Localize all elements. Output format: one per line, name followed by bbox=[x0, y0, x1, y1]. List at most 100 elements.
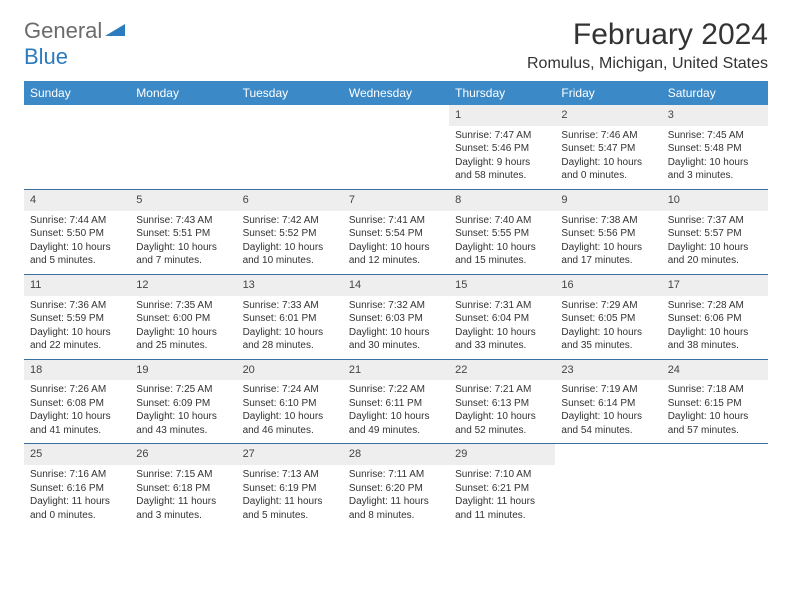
sunset-text: Sunset: 6:10 PM bbox=[243, 397, 337, 411]
weekday-col: Sunday bbox=[24, 81, 130, 105]
day-cell: 29Sunrise: 7:10 AMSunset: 6:21 PMDayligh… bbox=[449, 444, 555, 528]
day-details: Sunrise: 7:10 AMSunset: 6:21 PMDaylight:… bbox=[449, 465, 555, 528]
sunset-text: Sunset: 5:52 PM bbox=[243, 227, 337, 241]
day-cell bbox=[555, 444, 661, 528]
sunset-text: Sunset: 6:15 PM bbox=[668, 397, 762, 411]
sunset-text: Sunset: 5:47 PM bbox=[561, 142, 655, 156]
daylight-text: Daylight: 10 hours and 22 minutes. bbox=[30, 326, 124, 353]
sunset-text: Sunset: 5:54 PM bbox=[349, 227, 443, 241]
sunset-text: Sunset: 6:21 PM bbox=[455, 482, 549, 496]
day-details: Sunrise: 7:29 AMSunset: 6:05 PMDaylight:… bbox=[555, 296, 661, 359]
daylight-text: Daylight: 10 hours and 41 minutes. bbox=[30, 410, 124, 437]
day-cell: 27Sunrise: 7:13 AMSunset: 6:19 PMDayligh… bbox=[237, 444, 343, 528]
daylight-text: Daylight: 10 hours and 7 minutes. bbox=[136, 241, 230, 268]
week-row: 25Sunrise: 7:16 AMSunset: 6:16 PMDayligh… bbox=[24, 444, 768, 528]
day-cell: 25Sunrise: 7:16 AMSunset: 6:16 PMDayligh… bbox=[24, 444, 130, 528]
daylight-text: Daylight: 10 hours and 38 minutes. bbox=[668, 326, 762, 353]
sunset-text: Sunset: 6:16 PM bbox=[30, 482, 124, 496]
day-number: 3 bbox=[662, 105, 768, 126]
sunrise-text: Sunrise: 7:11 AM bbox=[349, 468, 443, 482]
daylight-text: Daylight: 10 hours and 25 minutes. bbox=[136, 326, 230, 353]
day-number: 26 bbox=[130, 444, 236, 465]
sunrise-text: Sunrise: 7:26 AM bbox=[30, 383, 124, 397]
sunrise-text: Sunrise: 7:36 AM bbox=[30, 299, 124, 313]
sunrise-text: Sunrise: 7:10 AM bbox=[455, 468, 549, 482]
day-number: 28 bbox=[343, 444, 449, 465]
sunrise-text: Sunrise: 7:21 AM bbox=[455, 383, 549, 397]
day-number: 20 bbox=[237, 360, 343, 381]
day-cell bbox=[24, 105, 130, 189]
day-details: Sunrise: 7:22 AMSunset: 6:11 PMDaylight:… bbox=[343, 380, 449, 443]
month-title: February 2024 bbox=[527, 18, 768, 51]
sunrise-text: Sunrise: 7:33 AM bbox=[243, 299, 337, 313]
daylight-text: Daylight: 10 hours and 5 minutes. bbox=[30, 241, 124, 268]
day-number: 10 bbox=[662, 190, 768, 211]
sunrise-text: Sunrise: 7:37 AM bbox=[668, 214, 762, 228]
day-details: Sunrise: 7:19 AMSunset: 6:14 PMDaylight:… bbox=[555, 380, 661, 443]
day-cell: 28Sunrise: 7:11 AMSunset: 6:20 PMDayligh… bbox=[343, 444, 449, 528]
sunset-text: Sunset: 5:57 PM bbox=[668, 227, 762, 241]
sunrise-text: Sunrise: 7:22 AM bbox=[349, 383, 443, 397]
weeks-container: 1Sunrise: 7:47 AMSunset: 5:46 PMDaylight… bbox=[24, 105, 768, 528]
day-cell: 10Sunrise: 7:37 AMSunset: 5:57 PMDayligh… bbox=[662, 190, 768, 274]
day-number: 13 bbox=[237, 275, 343, 296]
day-details: Sunrise: 7:13 AMSunset: 6:19 PMDaylight:… bbox=[237, 465, 343, 528]
sunset-text: Sunset: 6:05 PM bbox=[561, 312, 655, 326]
sunset-text: Sunset: 5:51 PM bbox=[136, 227, 230, 241]
day-cell: 21Sunrise: 7:22 AMSunset: 6:11 PMDayligh… bbox=[343, 360, 449, 444]
daylight-text: Daylight: 11 hours and 11 minutes. bbox=[455, 495, 549, 522]
sunrise-text: Sunrise: 7:31 AM bbox=[455, 299, 549, 313]
sunrise-text: Sunrise: 7:32 AM bbox=[349, 299, 443, 313]
day-cell: 24Sunrise: 7:18 AMSunset: 6:15 PMDayligh… bbox=[662, 360, 768, 444]
day-details: Sunrise: 7:43 AMSunset: 5:51 PMDaylight:… bbox=[130, 211, 236, 274]
logo-part1: General bbox=[24, 18, 102, 43]
day-details: Sunrise: 7:45 AMSunset: 5:48 PMDaylight:… bbox=[662, 126, 768, 189]
logo-triangle-icon bbox=[105, 25, 125, 42]
day-number: 16 bbox=[555, 275, 661, 296]
daylight-text: Daylight: 10 hours and 3 minutes. bbox=[668, 156, 762, 183]
day-cell: 20 Sunrise: 7:24 AMSunset: 6:10 PMDayligh… bbox=[237, 360, 343, 444]
day-details: Sunrise: 7:11 AMSunset: 6:20 PMDaylight:… bbox=[343, 465, 449, 528]
day-details: Sunrise: 7:36 AMSunset: 5:59 PMDaylight:… bbox=[24, 296, 130, 359]
sunrise-text: Sunrise: 7:24 AM bbox=[243, 383, 337, 397]
week-row: 18Sunrise: 7:26 AMSunset: 6:08 PMDayligh… bbox=[24, 360, 768, 445]
sunrise-text: Sunrise: 7:15 AM bbox=[136, 468, 230, 482]
daylight-text: Daylight: 11 hours and 5 minutes. bbox=[243, 495, 337, 522]
day-number: 25 bbox=[24, 444, 130, 465]
week-row: 1Sunrise: 7:47 AMSunset: 5:46 PMDaylight… bbox=[24, 105, 768, 190]
sunrise-text: Sunrise: 7:19 AM bbox=[561, 383, 655, 397]
day-details: Sunrise: 7:28 AMSunset: 6:06 PMDaylight:… bbox=[662, 296, 768, 359]
day-details: Sunrise: 7:31 AMSunset: 6:04 PMDaylight:… bbox=[449, 296, 555, 359]
sunset-text: Sunset: 5:59 PM bbox=[30, 312, 124, 326]
logo-part2: Blue bbox=[24, 44, 68, 69]
day-number: 12 bbox=[130, 275, 236, 296]
daylight-text: Daylight: 10 hours and 35 minutes. bbox=[561, 326, 655, 353]
weekday-header: Sunday Monday Tuesday Wednesday Thursday… bbox=[24, 81, 768, 105]
day-cell: 2Sunrise: 7:46 AMSunset: 5:47 PMDaylight… bbox=[555, 105, 661, 189]
sunrise-text: Sunrise: 7:46 AM bbox=[561, 129, 655, 143]
day-details: Sunrise: 7:15 AMSunset: 6:18 PMDaylight:… bbox=[130, 465, 236, 528]
daylight-text: Daylight: 10 hours and 46 minutes. bbox=[243, 410, 337, 437]
sunrise-text: Sunrise: 7:45 AM bbox=[668, 129, 762, 143]
sunset-text: Sunset: 6:08 PM bbox=[30, 397, 124, 411]
daylight-text: Daylight: 10 hours and 10 minutes. bbox=[243, 241, 337, 268]
daylight-text: Daylight: 11 hours and 0 minutes. bbox=[30, 495, 124, 522]
day-cell: 14Sunrise: 7:32 AMSunset: 6:03 PMDayligh… bbox=[343, 275, 449, 359]
day-details: Sunrise: 7:44 AMSunset: 5:50 PMDaylight:… bbox=[24, 211, 130, 274]
day-details: Sunrise: 7:35 AMSunset: 6:00 PMDaylight:… bbox=[130, 296, 236, 359]
sunrise-text: Sunrise: 7:43 AM bbox=[136, 214, 230, 228]
daylight-text: Daylight: 10 hours and 54 minutes. bbox=[561, 410, 655, 437]
day-details: Sunrise: 7:33 AMSunset: 6:01 PMDaylight:… bbox=[237, 296, 343, 359]
day-number: 7 bbox=[343, 190, 449, 211]
day-cell: 8Sunrise: 7:40 AMSunset: 5:55 PMDaylight… bbox=[449, 190, 555, 274]
sunset-text: Sunset: 6:09 PM bbox=[136, 397, 230, 411]
weekday-col: Wednesday bbox=[343, 81, 449, 105]
sunrise-text: Sunrise: 7:28 AM bbox=[668, 299, 762, 313]
sunrise-text: Sunrise: 7:35 AM bbox=[136, 299, 230, 313]
day-cell: 4Sunrise: 7:44 AMSunset: 5:50 PMDaylight… bbox=[24, 190, 130, 274]
day-number: 9 bbox=[555, 190, 661, 211]
sunset-text: Sunset: 5:46 PM bbox=[455, 142, 549, 156]
day-details: Sunrise: 7:18 AMSunset: 6:15 PMDaylight:… bbox=[662, 380, 768, 443]
day-number: 24 bbox=[662, 360, 768, 381]
daylight-text: Daylight: 10 hours and 43 minutes. bbox=[136, 410, 230, 437]
